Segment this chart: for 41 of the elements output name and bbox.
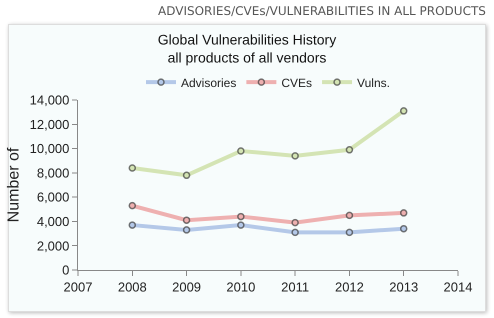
y-tick-label: 12,000 (30, 116, 70, 132)
x-tick-label: 2008 (118, 280, 147, 295)
point (182, 172, 190, 180)
legend-label: CVEs (281, 76, 312, 90)
y-tick-label: 2,000 (36, 238, 70, 254)
point (291, 218, 299, 226)
point (346, 228, 354, 236)
x-tick-label: 2007 (64, 280, 92, 295)
text: ADVISORIES/CVEs/VULNERABILITIES IN ALL PRODUCTS (158, 4, 486, 18)
point (128, 164, 136, 172)
point (291, 228, 299, 236)
point (128, 221, 136, 229)
point (291, 152, 299, 160)
point (400, 224, 408, 232)
chart-title: Global Vulnerabilities History (158, 32, 336, 48)
point (128, 202, 136, 210)
y-tick-label: 4,000 (36, 214, 70, 229)
y-tick-label: 8,000 (36, 165, 70, 180)
x-tick-label: 2014 (444, 280, 472, 295)
y-tick-label: 0 (62, 262, 70, 278)
y-tick-label: 6,000 (36, 190, 70, 205)
x-tick-label: 2012 (334, 280, 364, 295)
y-tick-label: 10,000 (30, 141, 70, 156)
chart-subtitle: all products of all vendors (168, 50, 326, 66)
point (237, 221, 245, 229)
point (182, 226, 190, 234)
legend-label: Advisories (181, 76, 236, 90)
point (346, 212, 354, 220)
point (346, 146, 354, 154)
x-tick-label: 2010 (226, 280, 256, 295)
x-tick-label: 2011 (281, 280, 310, 295)
y-tick-label: 14,000 (30, 92, 70, 108)
point (182, 216, 190, 224)
point (400, 107, 408, 115)
point (237, 147, 245, 155)
point (400, 209, 408, 217)
x-tick-label: 2009 (172, 280, 202, 295)
y-axis-title: Number of (6, 147, 23, 222)
x-tick-label: 2013 (389, 280, 418, 295)
point (237, 212, 245, 220)
legend-label: Vulns. (357, 76, 390, 90)
